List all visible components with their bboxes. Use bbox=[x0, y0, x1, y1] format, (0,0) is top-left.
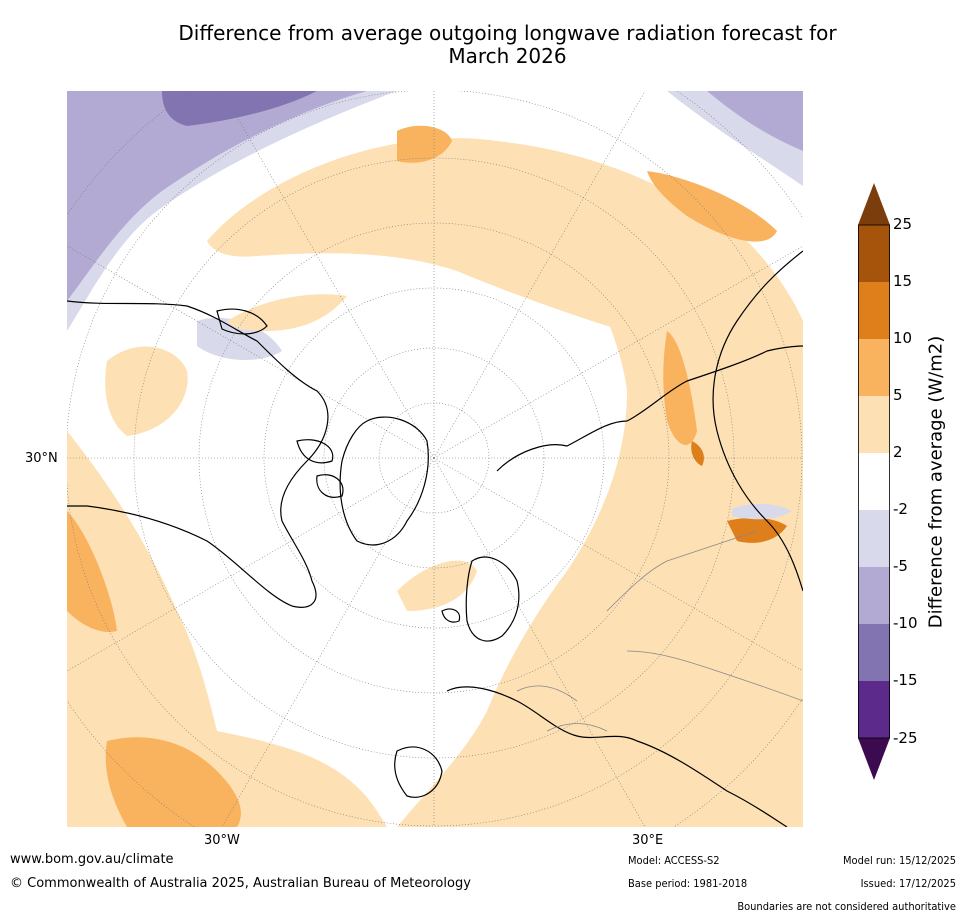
colorbar-extend-top bbox=[858, 183, 890, 225]
colorbar-bin-15-25 bbox=[858, 225, 890, 282]
colorbar-tick-neg25: -25 bbox=[893, 729, 918, 747]
colorbar-tick-neg2: -2 bbox=[893, 500, 908, 518]
colorbar-tick-neg5: -5 bbox=[893, 557, 908, 575]
title-line-2: March 2026 bbox=[448, 44, 567, 68]
coast-canada-islands bbox=[296, 439, 344, 498]
region-negative-top-left-mid bbox=[67, 91, 367, 301]
region-positive-atlantic-blob bbox=[397, 560, 477, 611]
polar-map bbox=[67, 91, 803, 827]
footer-website: www.bom.gov.au/climate bbox=[10, 852, 174, 867]
lat-circle-60n bbox=[263, 287, 605, 629]
lat-circle-30n bbox=[67, 91, 803, 827]
region-negative-asia-patch bbox=[732, 503, 792, 520]
colorbar-bin-neg5-neg2 bbox=[858, 510, 890, 567]
colorbar-tick-neg15: -15 bbox=[893, 671, 918, 689]
colorbar-tick-neg10: -10 bbox=[893, 614, 918, 632]
colorbar-tick-10: 10 bbox=[893, 329, 913, 347]
graticule bbox=[67, 91, 803, 827]
coast-north-america bbox=[67, 300, 329, 608]
colorbar-bin-neg10-neg5 bbox=[858, 567, 890, 624]
colorbar-tick-5: 5 bbox=[893, 386, 903, 404]
footer-issued: Issued: 17/12/2025 bbox=[860, 877, 956, 890]
region-positive-siberia bbox=[647, 171, 777, 242]
coast-iberia bbox=[394, 746, 443, 798]
meridian-60e bbox=[433, 457, 803, 672]
colorbar-label-text: Difference from average (W/m2) bbox=[925, 335, 947, 629]
region-positive-central-asia bbox=[663, 331, 697, 445]
colorbar-bin-2-5 bbox=[858, 396, 890, 453]
meridian-120e bbox=[433, 245, 803, 459]
region-negative-top-right-mid bbox=[707, 91, 803, 151]
coast-asia-east bbox=[712, 250, 803, 592]
colorbar-bin-neg25-neg15 bbox=[858, 681, 890, 738]
coastlines bbox=[67, 250, 803, 827]
footer-model-run: Model run: 15/12/2025 bbox=[843, 854, 956, 867]
lat-label-30n: 30°N bbox=[25, 451, 58, 466]
region-positive-pacific-blob bbox=[105, 346, 188, 436]
colorbar-bin-neg2-2 bbox=[858, 453, 890, 510]
lat-circle-70n bbox=[323, 347, 545, 569]
colorbar-tick-15: 15 bbox=[893, 272, 913, 290]
meridian-30e bbox=[433, 457, 646, 827]
colorbar-bin-10-15 bbox=[858, 282, 890, 339]
boundary-central-asia bbox=[626, 650, 803, 702]
boundary-europe bbox=[516, 685, 608, 732]
colorbar-bin-5-10 bbox=[858, 339, 890, 396]
coast-alaska bbox=[216, 308, 268, 335]
colorbar bbox=[858, 183, 890, 780]
footer-boundaries: Boundaries are not considered authoritat… bbox=[737, 900, 956, 913]
region-positive-strong-tibet bbox=[691, 441, 704, 466]
footer-base-period: Base period: 1981-2018 bbox=[628, 877, 748, 890]
country-boundaries bbox=[516, 530, 803, 732]
region-negative-pacific-patch bbox=[197, 317, 282, 361]
region-positive-east-asia bbox=[397, 282, 803, 827]
meridian-30w bbox=[221, 457, 435, 827]
footer-model: Model: ACCESS-S2 bbox=[628, 854, 720, 867]
colorbar-extend-bottom bbox=[858, 738, 890, 780]
footer-copyright: © Commonwealth of Australia 2025, Austra… bbox=[10, 876, 471, 891]
region-negative-top-left-dark bbox=[162, 91, 317, 126]
coast-europe bbox=[446, 686, 788, 827]
lon-label-30e: 30°E bbox=[632, 833, 664, 848]
coast-greenland bbox=[339, 416, 429, 546]
chart-title: Difference from average outgoing longwav… bbox=[120, 22, 895, 68]
colorbar-bin-neg15-neg10 bbox=[858, 624, 890, 681]
region-positive-atlantic-south bbox=[105, 737, 241, 827]
colorbar-tick-25: 25 bbox=[893, 215, 913, 233]
region-positive-greenland-sea bbox=[397, 125, 452, 163]
title-line-1: Difference from average outgoing longwav… bbox=[178, 21, 837, 45]
region-positive-strong-asia bbox=[727, 517, 787, 543]
colorbar-outline bbox=[858, 224, 890, 739]
region-positive-west-atlantic bbox=[67, 431, 387, 827]
lon-label-30w: 30°W bbox=[204, 833, 240, 848]
colorbar-tick-2: 2 bbox=[893, 443, 903, 461]
coast-eurasia-north bbox=[496, 345, 803, 472]
coast-scandinavia bbox=[465, 556, 520, 642]
coast-iceland bbox=[441, 608, 461, 623]
region-positive-bering bbox=[227, 294, 347, 331]
region-positive-west-edge bbox=[67, 511, 117, 632]
boundary-russia bbox=[606, 530, 758, 612]
